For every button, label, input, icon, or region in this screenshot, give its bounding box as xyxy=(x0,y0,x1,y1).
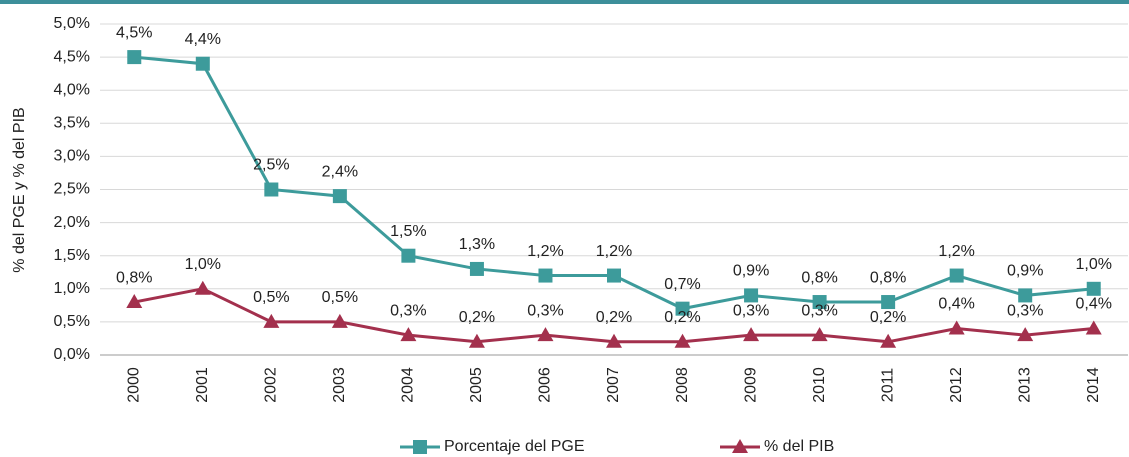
data-label: 1,0% xyxy=(1075,256,1111,273)
data-label: 2,4% xyxy=(322,163,358,180)
data-label: 0,9% xyxy=(733,263,769,280)
y-tick-label: 3,5% xyxy=(54,115,90,132)
y-tick-label: 0,5% xyxy=(54,313,90,330)
data-label: 0,8% xyxy=(870,269,906,286)
data-label: 0,3% xyxy=(527,302,563,319)
data-label: 1,2% xyxy=(596,243,632,260)
marker xyxy=(880,333,897,348)
marker xyxy=(332,189,347,204)
data-label: 0,4% xyxy=(938,296,974,313)
x-tick-label: 2011 xyxy=(879,368,896,403)
data-label: 0,5% xyxy=(322,289,358,306)
y-tick-label: 1,5% xyxy=(54,247,90,264)
marker xyxy=(1085,320,1102,335)
marker xyxy=(607,268,621,283)
marker xyxy=(744,288,759,303)
data-label: 1,5% xyxy=(390,223,426,240)
x-tick-label: 2007 xyxy=(605,367,622,403)
data-label: 0,3% xyxy=(1007,302,1043,319)
x-tick-label: 2010 xyxy=(811,367,828,403)
marker xyxy=(811,327,828,342)
x-tick-label: 2004 xyxy=(400,367,417,403)
data-label: 2,5% xyxy=(253,157,289,174)
marker xyxy=(675,301,690,316)
y-tick-label: 5,0% xyxy=(54,15,90,32)
y-tick-label: 2,0% xyxy=(54,214,90,231)
data-label: 0,3% xyxy=(801,302,837,319)
y-tick-label: 3,0% xyxy=(54,148,90,165)
marker xyxy=(812,295,827,310)
marker xyxy=(674,333,691,348)
legend-label: Porcentaje del PGE xyxy=(444,438,585,455)
x-tick-label: 2009 xyxy=(742,367,759,403)
x-tick-label: 2014 xyxy=(1085,367,1102,403)
data-label: 1,0% xyxy=(185,256,221,273)
data-label: 4,5% xyxy=(116,24,152,41)
y-tick-label: 4,5% xyxy=(54,48,90,65)
data-label: 0,2% xyxy=(870,309,906,326)
data-label: 0,9% xyxy=(1007,263,1043,280)
marker xyxy=(1086,281,1101,296)
x-tick-label: 2013 xyxy=(1016,367,1033,403)
x-tick-label: 2002 xyxy=(263,367,280,403)
data-label: 0,5% xyxy=(253,289,289,306)
y-tick-label: 1,0% xyxy=(54,280,90,297)
marker xyxy=(743,327,760,342)
marker xyxy=(401,248,416,263)
x-tick-label: 2001 xyxy=(194,367,211,403)
data-label: 1,2% xyxy=(527,243,563,260)
legend-label: % del PIB xyxy=(764,438,834,455)
data-label: 0,8% xyxy=(801,269,837,286)
marker xyxy=(126,294,143,309)
marker xyxy=(195,56,210,71)
y-tick-label: 0,0% xyxy=(54,346,90,363)
data-label: 4,4% xyxy=(185,31,221,48)
marker xyxy=(194,280,211,295)
marker xyxy=(881,295,896,310)
data-label: 0,3% xyxy=(390,302,426,319)
marker xyxy=(606,333,622,348)
x-tick-label: 2000 xyxy=(125,367,142,403)
marker xyxy=(400,327,417,342)
data-label: 0,7% xyxy=(664,276,700,293)
marker xyxy=(948,320,965,335)
legend-marker xyxy=(413,440,427,454)
legend-marker xyxy=(732,439,748,453)
data-label: 0,4% xyxy=(1075,296,1111,313)
data-label: 0,2% xyxy=(459,309,495,326)
marker xyxy=(331,313,348,328)
marker xyxy=(538,268,553,283)
data-label: 0,2% xyxy=(596,309,632,326)
x-tick-label: 2003 xyxy=(331,367,348,403)
marker xyxy=(949,268,964,283)
x-tick-label: 2008 xyxy=(674,367,691,403)
marker xyxy=(264,182,279,197)
data-label: 0,3% xyxy=(733,302,769,319)
marker xyxy=(537,327,554,342)
marker xyxy=(1018,288,1033,303)
data-label: 1,2% xyxy=(938,243,974,260)
top-bar xyxy=(0,0,1129,4)
y-axis-label: % del PGE y % del PIB xyxy=(11,107,28,272)
marker xyxy=(1017,327,1034,342)
marker xyxy=(469,261,484,276)
x-tick-label: 2012 xyxy=(948,367,965,403)
data-label: 1,3% xyxy=(459,236,495,253)
data-label: 0,2% xyxy=(664,309,700,326)
marker xyxy=(468,333,485,348)
marker xyxy=(127,50,142,65)
data-label: 0,8% xyxy=(116,269,152,286)
y-tick-label: 2,5% xyxy=(54,181,90,198)
x-tick-label: 2006 xyxy=(537,367,554,403)
marker xyxy=(263,313,280,328)
x-tick-label: 2005 xyxy=(468,367,485,403)
y-tick-label: 4,0% xyxy=(54,81,90,98)
